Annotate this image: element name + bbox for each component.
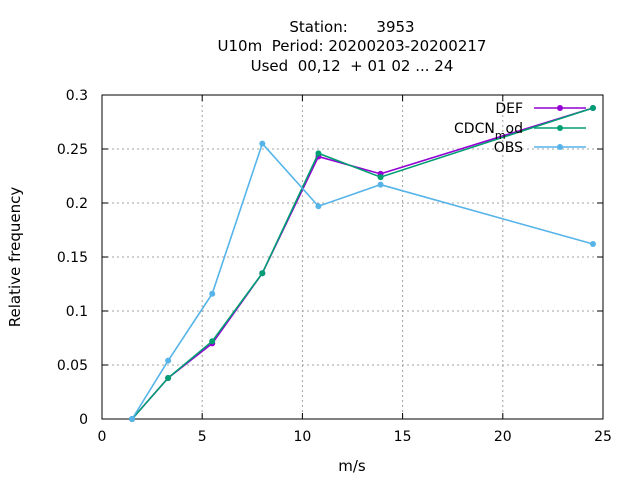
series-group (129, 104, 596, 422)
y-tick-label: 0.15 (57, 250, 88, 266)
legend-swatch-point (557, 105, 563, 111)
legend-label: CDCNmod (454, 121, 523, 142)
data-point-cdcn (209, 338, 216, 345)
x-tick-label: 10 (293, 429, 311, 445)
data-point-obs (129, 416, 136, 422)
chart-title: Station: 3953 U10m Period: 20200203-2020… (218, 18, 487, 75)
grid (102, 95, 603, 419)
data-point-obs (209, 290, 216, 297)
data-point-obs (377, 181, 384, 188)
x-axis-label: m/s (338, 457, 366, 475)
data-point-cdcn (315, 150, 322, 157)
legend-item-cdcn: CDCNmod (454, 121, 586, 142)
axis-ticks: 0 5 10 15 20 25 0 0.05 0.1 0.15 0.2 0.25 0.3 (57, 88, 612, 445)
title-line-2: U10m Period: 20200203-20200217 (218, 37, 487, 55)
data-point-cdcn (165, 374, 172, 381)
y-tick-label: 0.05 (57, 358, 88, 374)
y-axis-label: Relative frequency (6, 187, 24, 328)
x-tick-label: 5 (198, 429, 207, 445)
data-point-obs (259, 140, 266, 147)
y-tick-label: 0 (79, 412, 88, 428)
data-point-obs (165, 357, 172, 364)
data-point-obs (589, 241, 596, 248)
y-tick-label: 0.25 (57, 142, 88, 158)
x-tick-label: 0 (98, 429, 107, 445)
x-tick-label: 25 (594, 429, 612, 445)
legend-swatch-point (557, 125, 563, 131)
data-point-cdcn (589, 104, 596, 111)
series-def (129, 104, 596, 422)
x-tick-label: 15 (394, 429, 412, 445)
legend-swatch-point (557, 144, 563, 150)
data-point-cdcn (377, 174, 384, 181)
series-line-def (131, 107, 594, 420)
y-tick-label: 0.3 (66, 88, 88, 104)
data-point-cdcn (259, 270, 266, 277)
legend-item-def: DEF (495, 101, 586, 117)
x-tick-label: 20 (494, 429, 512, 445)
title-line-3: Used 00,12 + 01 02 ... 24 (251, 57, 454, 75)
y-tick-label: 0.2 (66, 196, 88, 212)
legend-label: OBS (494, 140, 523, 156)
y-tick-label: 0.1 (66, 304, 88, 320)
series-line-cdcn (131, 107, 594, 420)
series-obs (129, 140, 596, 422)
data-point-obs (315, 203, 322, 210)
title-line-1: Station: 3953 (289, 18, 414, 36)
legend-item-obs: OBS (494, 140, 586, 156)
legend-label: DEF (495, 101, 523, 117)
series-line-obs (131, 142, 594, 420)
series-cdcn (129, 104, 596, 422)
